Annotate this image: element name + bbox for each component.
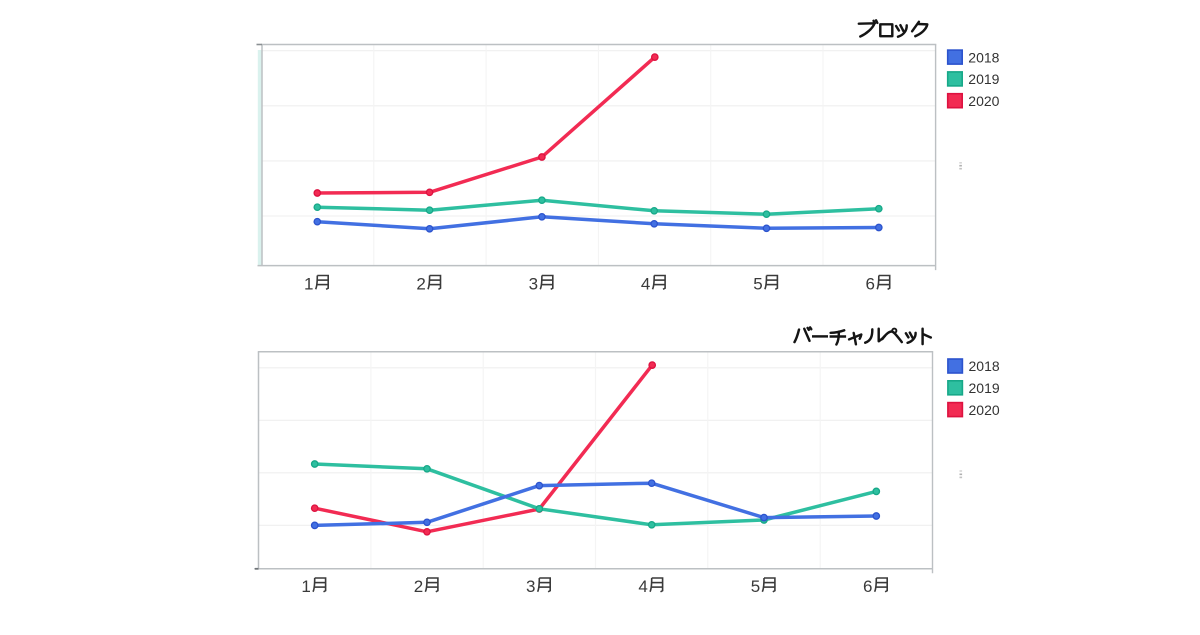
svg-text:6: 6 — [863, 577, 872, 596]
svg-text:2: 2 — [416, 275, 425, 294]
svg-text:5: 5 — [751, 577, 760, 596]
svg-text:1: 1 — [304, 275, 313, 294]
svg-text:5: 5 — [753, 275, 762, 294]
svg-text:2018: 2018 — [969, 358, 1000, 374]
svg-text:2018: 2018 — [968, 49, 999, 65]
svg-text:6: 6 — [866, 275, 875, 294]
svg-text:2019: 2019 — [968, 71, 999, 87]
svg-text:3: 3 — [526, 577, 535, 596]
svg-text:4: 4 — [638, 577, 647, 596]
svg-text:2019: 2019 — [969, 380, 1000, 396]
svg-text:3: 3 — [529, 275, 538, 294]
svg-text:2: 2 — [414, 577, 423, 596]
svg-text:2020: 2020 — [969, 402, 1000, 418]
svg-text:4: 4 — [641, 275, 650, 294]
svg-text:1: 1 — [301, 577, 310, 596]
svg-text:2020: 2020 — [968, 93, 999, 109]
